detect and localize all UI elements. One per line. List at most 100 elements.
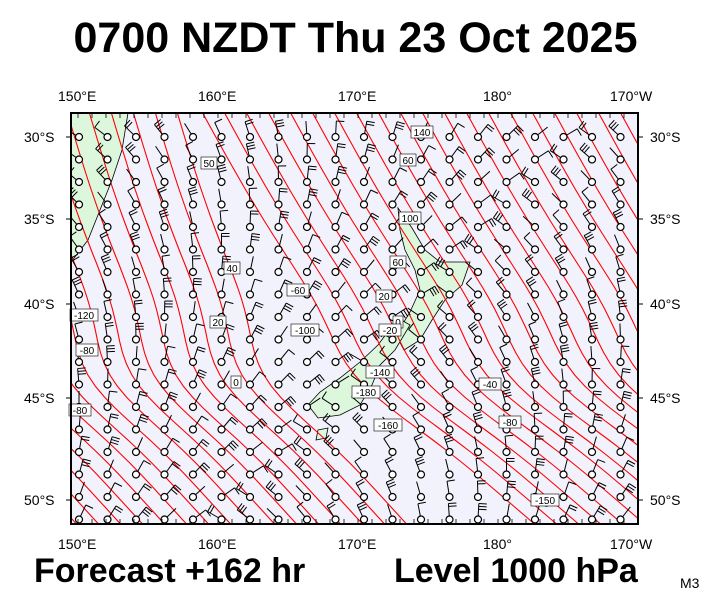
station-circle xyxy=(388,177,397,187)
station-circle xyxy=(217,402,226,412)
wind-barb xyxy=(608,119,625,142)
wind-barb xyxy=(529,343,540,367)
wind-barb xyxy=(74,367,87,389)
wind-barb xyxy=(160,461,181,479)
wind-barb xyxy=(587,459,606,479)
wind-barb xyxy=(416,238,439,254)
station-circle xyxy=(587,335,597,344)
station-circle xyxy=(616,470,625,479)
wind-barb xyxy=(473,503,487,524)
wind-barb xyxy=(553,231,568,254)
level-label: Level 1000 hPa xyxy=(394,552,638,590)
station-circle xyxy=(530,132,540,142)
lon-label-bottom: 180° xyxy=(483,536,512,552)
wind-barb xyxy=(102,279,112,299)
wind-barb xyxy=(184,123,198,142)
wind-barb xyxy=(388,237,404,254)
lon-label-top: 170°E xyxy=(338,88,377,104)
wind-barb xyxy=(436,284,454,299)
wind-barb xyxy=(302,234,321,254)
station-circle xyxy=(388,155,397,164)
map-title: 0700 NZDT Thu 23 Oct 2025 xyxy=(73,14,638,62)
lon-label-top: 160°E xyxy=(198,88,237,104)
wind-barb xyxy=(274,188,288,209)
wind-barb xyxy=(579,142,597,164)
station-circle xyxy=(473,357,483,367)
contour-label: -120 xyxy=(69,308,99,322)
wind-barb xyxy=(445,458,454,479)
wind-barb xyxy=(587,321,599,344)
wind-barb xyxy=(578,120,597,142)
contour-line xyxy=(0,100,4,540)
wind-barb xyxy=(245,166,255,187)
wind-barb xyxy=(416,191,438,209)
wind-barb xyxy=(321,391,340,412)
wind-barb xyxy=(155,145,169,164)
station-circle xyxy=(502,470,511,479)
wind-barb xyxy=(416,145,436,164)
station-circle xyxy=(245,492,255,502)
station-circle xyxy=(587,470,597,479)
wind-barb xyxy=(616,483,637,502)
station-circle xyxy=(160,155,169,164)
contour-label-text: -40 xyxy=(483,380,498,391)
station-circle xyxy=(559,132,568,142)
wind-barb xyxy=(245,256,255,277)
wind-barb xyxy=(127,186,141,209)
station-circle xyxy=(530,470,540,479)
wind-barb xyxy=(245,210,259,232)
station-circle xyxy=(616,447,625,457)
station-circle xyxy=(103,290,112,299)
station-circle xyxy=(188,380,198,389)
station-circle xyxy=(502,402,511,412)
contour-label: 20 xyxy=(209,315,227,329)
lat-label-right: 35°S xyxy=(650,211,681,227)
wind-barb xyxy=(131,437,143,457)
wind-barb xyxy=(186,163,198,187)
wind-barb xyxy=(95,142,112,164)
station-circle xyxy=(473,335,483,344)
wind-barb xyxy=(188,255,201,277)
wind-barb xyxy=(445,216,468,232)
station-circle xyxy=(274,177,283,187)
station-circle xyxy=(245,222,255,232)
station-circle xyxy=(530,357,540,367)
station-circle xyxy=(416,515,426,524)
wind-barb xyxy=(188,462,211,479)
station-circle xyxy=(445,132,454,142)
contour-label: -80 xyxy=(68,403,92,417)
station-circle xyxy=(416,447,426,457)
wind-barb xyxy=(465,261,483,277)
contour-label-text: 0 xyxy=(395,318,401,329)
wind-barb xyxy=(416,481,426,502)
wind-barb xyxy=(525,276,540,299)
wind-barb xyxy=(322,413,340,434)
station-circle xyxy=(502,357,511,367)
wind-barb xyxy=(131,346,141,367)
station-circle xyxy=(416,155,426,164)
contour-label: -20 xyxy=(378,323,402,337)
contour-label-text: -80 xyxy=(73,406,88,417)
wind-barb xyxy=(359,120,375,142)
station-circle xyxy=(587,245,597,254)
station-circle xyxy=(388,132,397,142)
wind-barb xyxy=(160,345,176,367)
wind-barb xyxy=(245,348,259,367)
wind-barb xyxy=(331,304,353,322)
wind-barb xyxy=(412,411,426,434)
station-circle xyxy=(445,222,454,232)
wind-barb xyxy=(502,125,524,142)
station-circle xyxy=(530,245,540,254)
station-circle xyxy=(473,200,483,209)
wind-barb xyxy=(207,504,226,524)
station-circle xyxy=(530,425,540,434)
wind-barb xyxy=(274,349,296,367)
wind-barb xyxy=(383,433,397,457)
station-circle xyxy=(587,357,597,367)
station-circle xyxy=(131,380,141,389)
wind-barb xyxy=(493,238,511,254)
station-circle xyxy=(416,402,426,412)
wind-barb xyxy=(501,388,512,412)
wind-barb xyxy=(388,144,399,164)
wind-barb xyxy=(160,414,172,434)
